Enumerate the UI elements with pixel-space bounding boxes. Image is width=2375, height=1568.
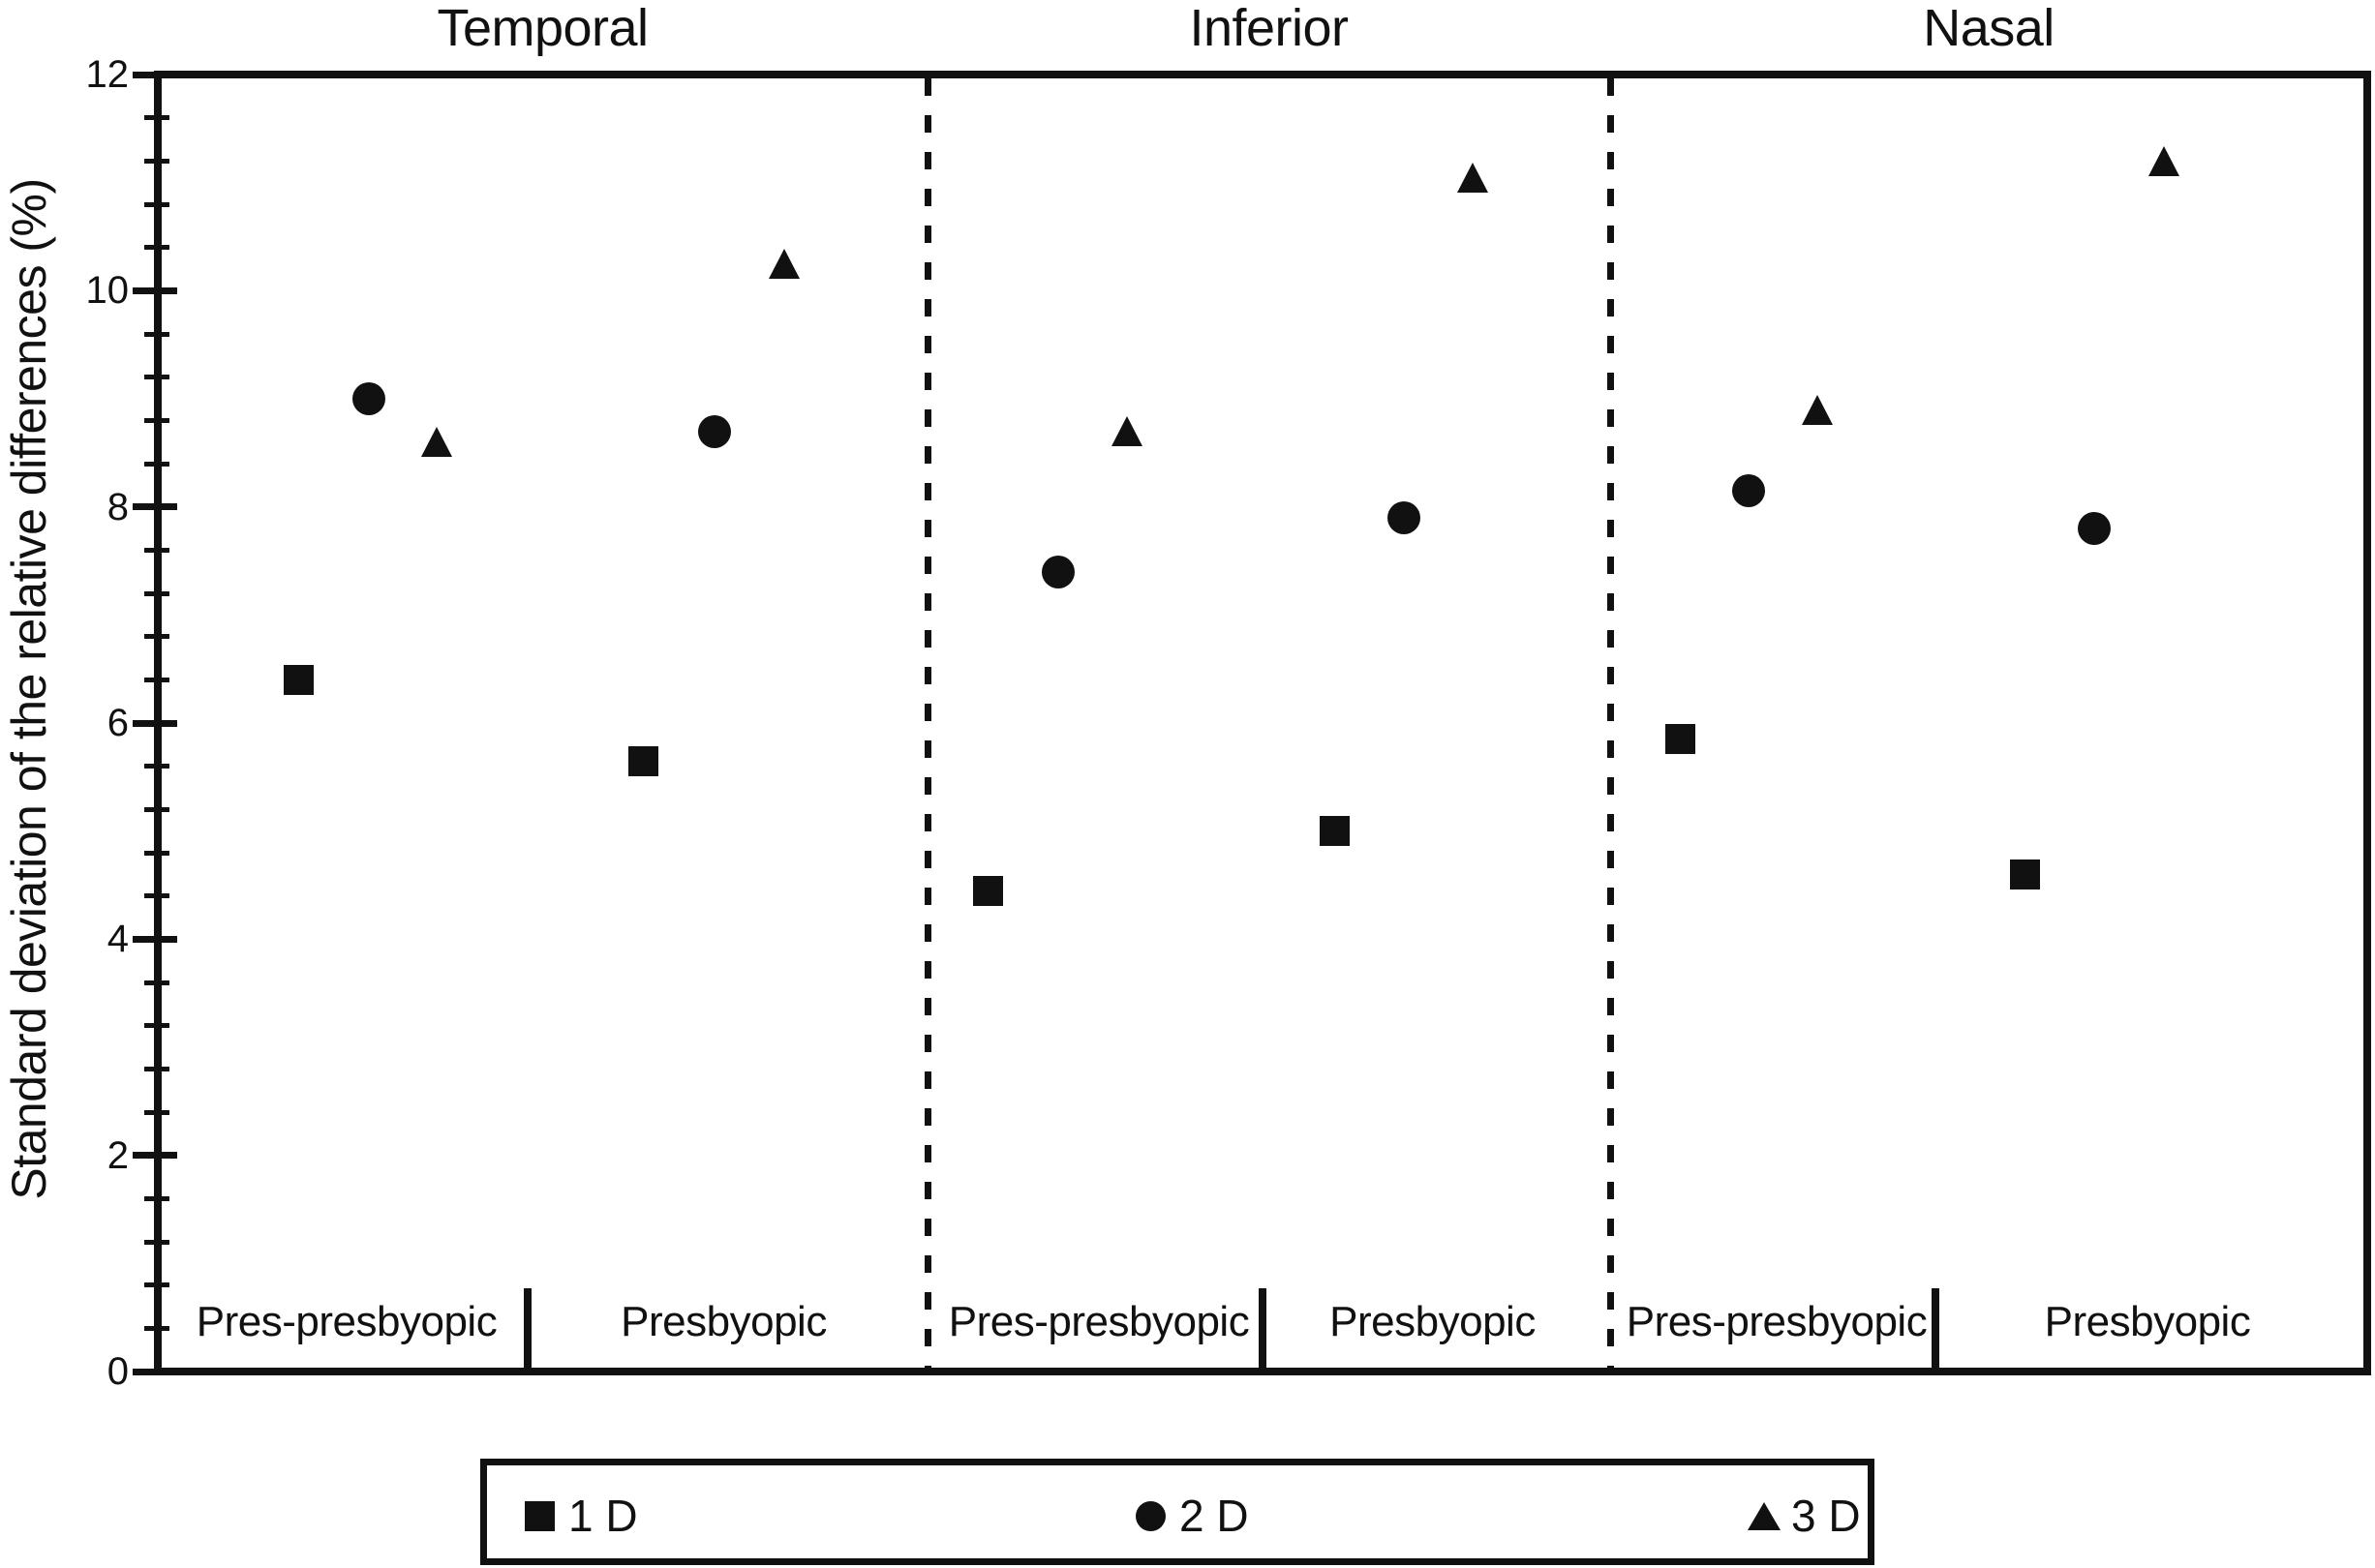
y-axis-minor-tick [144,1282,169,1288]
y-axis-minor-tick [144,806,169,812]
legend-triangle-icon [1748,1502,1781,1530]
y-axis-tick-label: 6 [107,702,129,744]
y-axis-major-tick [133,286,177,294]
x-axis-group-label: Pres-presbyopic [948,1298,1250,1345]
panel-divider-dashed-line [924,78,931,1368]
y-axis-major-tick [133,1152,177,1160]
marker-circle-2d [1732,473,1765,507]
marker-circle-2d [698,414,731,448]
group-separator-bar [1259,1288,1266,1368]
y-axis-minor-tick [144,850,169,856]
marker-triangle-3d [1802,394,1833,425]
y-axis-minor-tick [144,201,169,207]
y-axis-minor-tick [144,677,169,682]
panel-title: Nasal [1923,0,2055,57]
y-axis-minor-tick [144,115,169,121]
x-axis-group-label: Presbyopic [1329,1298,1536,1345]
marker-square-1d [972,875,1003,906]
y-axis-minor-tick [144,1023,169,1029]
marker-triangle-3d [769,248,800,279]
marker-square-1d [627,745,658,776]
y-axis-minor-tick [144,893,169,899]
legend-item-label: 2 D [1179,1491,1249,1541]
y-axis-tick-label: 8 [107,485,129,528]
legend-circle-icon [1136,1501,1166,1531]
y-axis-minor-tick [144,375,169,380]
legend-item-label: 3 D [1791,1491,1861,1541]
y-axis-minor-tick [144,461,169,467]
panel-title: Inferior [1189,0,1349,57]
y-axis-minor-tick [144,764,169,769]
y-axis-tick-label: 10 [85,269,130,313]
y-axis-tick-label: 0 [107,1350,129,1393]
y-axis-minor-tick [144,1325,169,1331]
y-axis-minor-tick [144,980,169,985]
y-axis-title: Standard deviation of the relative diffe… [2,178,56,1200]
legend [480,1459,1874,1565]
marker-square-1d [1319,816,1350,847]
marker-triangle-3d [1457,162,1488,193]
marker-circle-2d [352,382,385,415]
y-axis-minor-tick [144,1066,169,1071]
y-axis-minor-tick [144,634,169,640]
marker-circle-2d [2078,512,2111,545]
legend-square-icon [525,1501,555,1531]
plot-frame [154,71,2371,1375]
marker-circle-2d [1042,555,1075,588]
marker-triangle-3d [2148,145,2179,176]
y-axis-minor-tick [144,590,169,596]
y-axis-major-tick [133,503,177,511]
y-axis-major-tick [133,719,177,727]
group-separator-bar [524,1288,532,1368]
x-axis-group-label: Presbyopic [621,1298,827,1345]
y-axis-minor-tick [144,1195,169,1201]
y-axis-minor-tick [144,417,169,423]
y-axis-major-tick [133,1368,177,1375]
panel-title: Temporal [437,0,649,57]
x-axis-group-label: Pres-presbyopic [196,1298,498,1345]
y-axis-tick-label: 12 [85,53,130,96]
legend-item-label: 1 D [568,1491,638,1541]
y-axis-major-tick [133,935,177,943]
y-axis-major-tick [133,71,177,78]
x-axis-group-label: Presbyopic [2044,1298,2251,1345]
y-axis-tick-label: 2 [107,1133,129,1177]
y-axis-minor-tick [144,158,169,164]
marker-square-1d [283,664,314,695]
y-axis-minor-tick [144,1109,169,1115]
marker-circle-2d [1387,500,1420,534]
marker-square-1d [1664,724,1695,755]
group-separator-bar [1932,1288,1939,1368]
panel-divider-dashed-line [1606,78,1614,1368]
x-axis-group-label: Pres-presbyopic [1626,1298,1928,1345]
y-axis-minor-tick [144,245,169,251]
marker-triangle-3d [1111,416,1142,446]
y-axis-minor-tick [144,547,169,553]
marker-triangle-3d [421,427,452,458]
marker-square-1d [2009,859,2040,890]
y-axis-minor-tick [144,1239,169,1245]
y-axis-tick-label: 4 [107,918,129,961]
y-axis-minor-tick [144,331,169,337]
